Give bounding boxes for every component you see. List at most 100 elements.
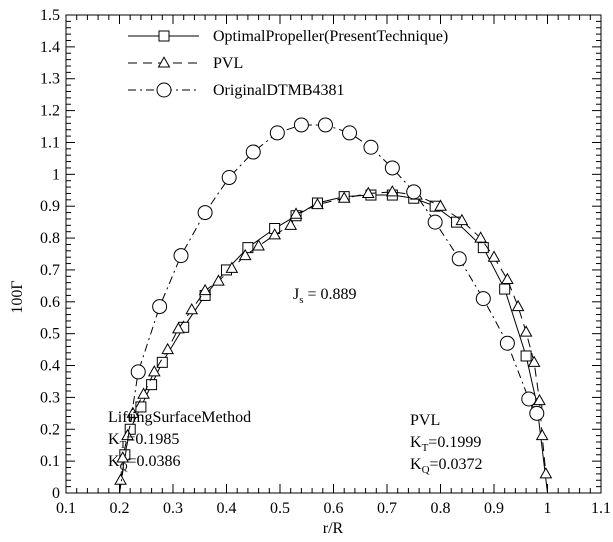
data-point	[212, 274, 225, 286]
y-tick-label: 1.5	[40, 7, 60, 24]
lifting-surface-annotation: LiftingSurfaceMethod KT=0.1985 KQ=0.0386	[108, 409, 251, 473]
data-point	[487, 250, 501, 262]
y-tick-label: 0.2	[40, 421, 60, 438]
x-tick-label: 0.8	[431, 500, 451, 517]
series-layer	[114, 117, 553, 494]
x-tick-label: 1	[544, 500, 552, 517]
axes: 0.1 0.2 0.3 0.4 0.5 0.6 0.7 0.8 0.9 1 1.100.10.20.…	[40, 7, 611, 517]
data-point	[529, 405, 545, 421]
x-tick-label: 0.6	[324, 500, 344, 517]
data-point	[455, 213, 469, 226]
data-point	[252, 239, 265, 251]
data-point	[171, 322, 185, 334]
data-point	[533, 393, 546, 406]
data-point	[539, 467, 553, 479]
pvl-kt-value: =0.1999	[428, 434, 481, 451]
data-point	[197, 205, 213, 221]
y-tick-label: 0.1	[40, 453, 60, 470]
svg-text:KT=0.1985: KT=0.1985	[108, 431, 179, 451]
x-tick-label: 0.5	[270, 500, 290, 517]
y-tick-label: 0	[52, 485, 60, 502]
y-tick-label: 1.1	[40, 134, 60, 151]
data-point	[511, 299, 525, 312]
series-circle	[119, 117, 545, 494]
legend-label: OptimalPropeller(PresentTechnique)	[213, 28, 448, 45]
pvl-kt-subscript: T	[422, 442, 429, 454]
data-point	[520, 350, 532, 362]
data-point	[146, 379, 158, 391]
data-point	[152, 299, 168, 315]
lifting-kt-subscript: T	[120, 439, 127, 451]
data-point	[361, 186, 375, 198]
data-point	[434, 199, 447, 211]
legend-label: PVL	[213, 55, 243, 72]
series-triangle	[114, 185, 553, 485]
data-point	[501, 272, 514, 285]
legend-label: OriginalDTMB4381	[213, 82, 345, 99]
y-axis-label: 100Γ	[9, 280, 26, 313]
y-tick-label: 1.4	[40, 39, 60, 56]
series-line	[119, 124, 538, 494]
data-point	[477, 242, 489, 254]
lifting-surface-title: LiftingSurfaceMethod	[108, 409, 251, 426]
pvl-kq-value: =0.0372	[430, 456, 483, 473]
data-point	[317, 117, 333, 133]
data-point	[121, 428, 134, 441]
legend-marker	[158, 30, 170, 42]
legend: OptimalPropeller(PresentTechnique) PVL Ori…	[128, 28, 448, 99]
pvl-annotation: PVL KT=0.1999 KQ=0.0372	[410, 412, 483, 476]
series-square	[119, 189, 548, 494]
data-point	[337, 191, 351, 203]
data-point	[269, 125, 285, 141]
lifting-kq-symbol: K	[108, 453, 120, 470]
data-point	[451, 251, 467, 267]
y-tick-label: 1	[52, 166, 60, 183]
data-point	[242, 242, 254, 254]
pvl-kq-subscript: Q	[422, 464, 430, 476]
x-tick-label: 0.2	[110, 500, 130, 517]
data-point	[427, 214, 443, 230]
data-point	[363, 139, 379, 155]
data-point	[185, 302, 199, 315]
data-point	[499, 283, 511, 295]
x-tick-label: 0.7	[377, 500, 397, 517]
data-point	[130, 364, 146, 380]
data-point	[474, 231, 487, 243]
data-point	[406, 184, 422, 200]
data-point	[311, 197, 324, 210]
pvl-kt-symbol: K	[410, 434, 422, 451]
y-tick-label: 0.4	[40, 358, 60, 375]
js-annotation: Js = 0.889	[293, 286, 357, 306]
data-point	[114, 473, 127, 485]
x-tick-label: 0.4	[217, 500, 237, 517]
data-point	[225, 261, 239, 273]
x-tick-label: 0.9	[484, 500, 504, 517]
data-point	[268, 228, 282, 240]
data-point	[527, 355, 541, 367]
svg-text:Js = 0.889: Js = 0.889	[293, 286, 357, 306]
data-point	[384, 160, 400, 176]
js-value: = 0.889	[304, 286, 357, 303]
lifting-kq-subscript: Q	[120, 461, 128, 473]
y-tick-label: 0.7	[40, 262, 60, 279]
y-tick-label: 1.3	[40, 71, 60, 88]
data-point	[499, 335, 515, 351]
pvl-kq-symbol: K	[410, 456, 422, 473]
data-point	[385, 185, 399, 197]
data-point	[147, 365, 161, 377]
data-point	[245, 144, 261, 160]
js-symbol: J	[293, 286, 299, 303]
data-point	[126, 406, 140, 418]
data-point	[535, 428, 549, 441]
data-point	[161, 342, 175, 355]
y-tick-label: 0.9	[40, 198, 60, 215]
data-point	[137, 387, 150, 399]
pvl-annotation-title: PVL	[410, 412, 440, 429]
data-point	[475, 291, 491, 307]
y-tick-label: 0.3	[40, 389, 60, 406]
x-tick-label: 1.1	[591, 500, 611, 517]
svg-text:KQ=0.0372: KQ=0.0372	[410, 456, 483, 476]
data-point	[521, 391, 537, 407]
data-point	[156, 356, 168, 368]
